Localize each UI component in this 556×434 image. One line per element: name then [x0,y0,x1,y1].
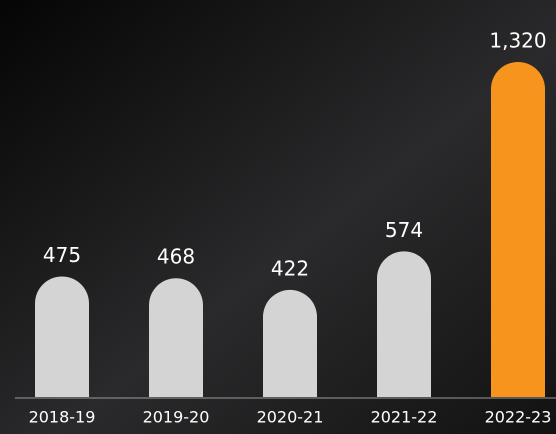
bar [35,276,89,397]
value-label: 468 [157,245,195,269]
x-tick-label: 2022-23 [485,408,552,427]
bar [491,62,545,397]
value-label: 574 [385,218,423,242]
bar [263,289,317,397]
value-label: 422 [271,256,309,280]
bar [377,251,431,397]
x-tick-label: 2018-19 [29,408,96,427]
bar [149,278,203,397]
x-tick-label: 2021-22 [371,408,438,427]
value-label: 475 [43,243,81,267]
x-tick-label: 2020-21 [257,408,324,427]
value-label: 1,320 [489,29,546,53]
x-tick-label: 2019-20 [143,408,210,427]
